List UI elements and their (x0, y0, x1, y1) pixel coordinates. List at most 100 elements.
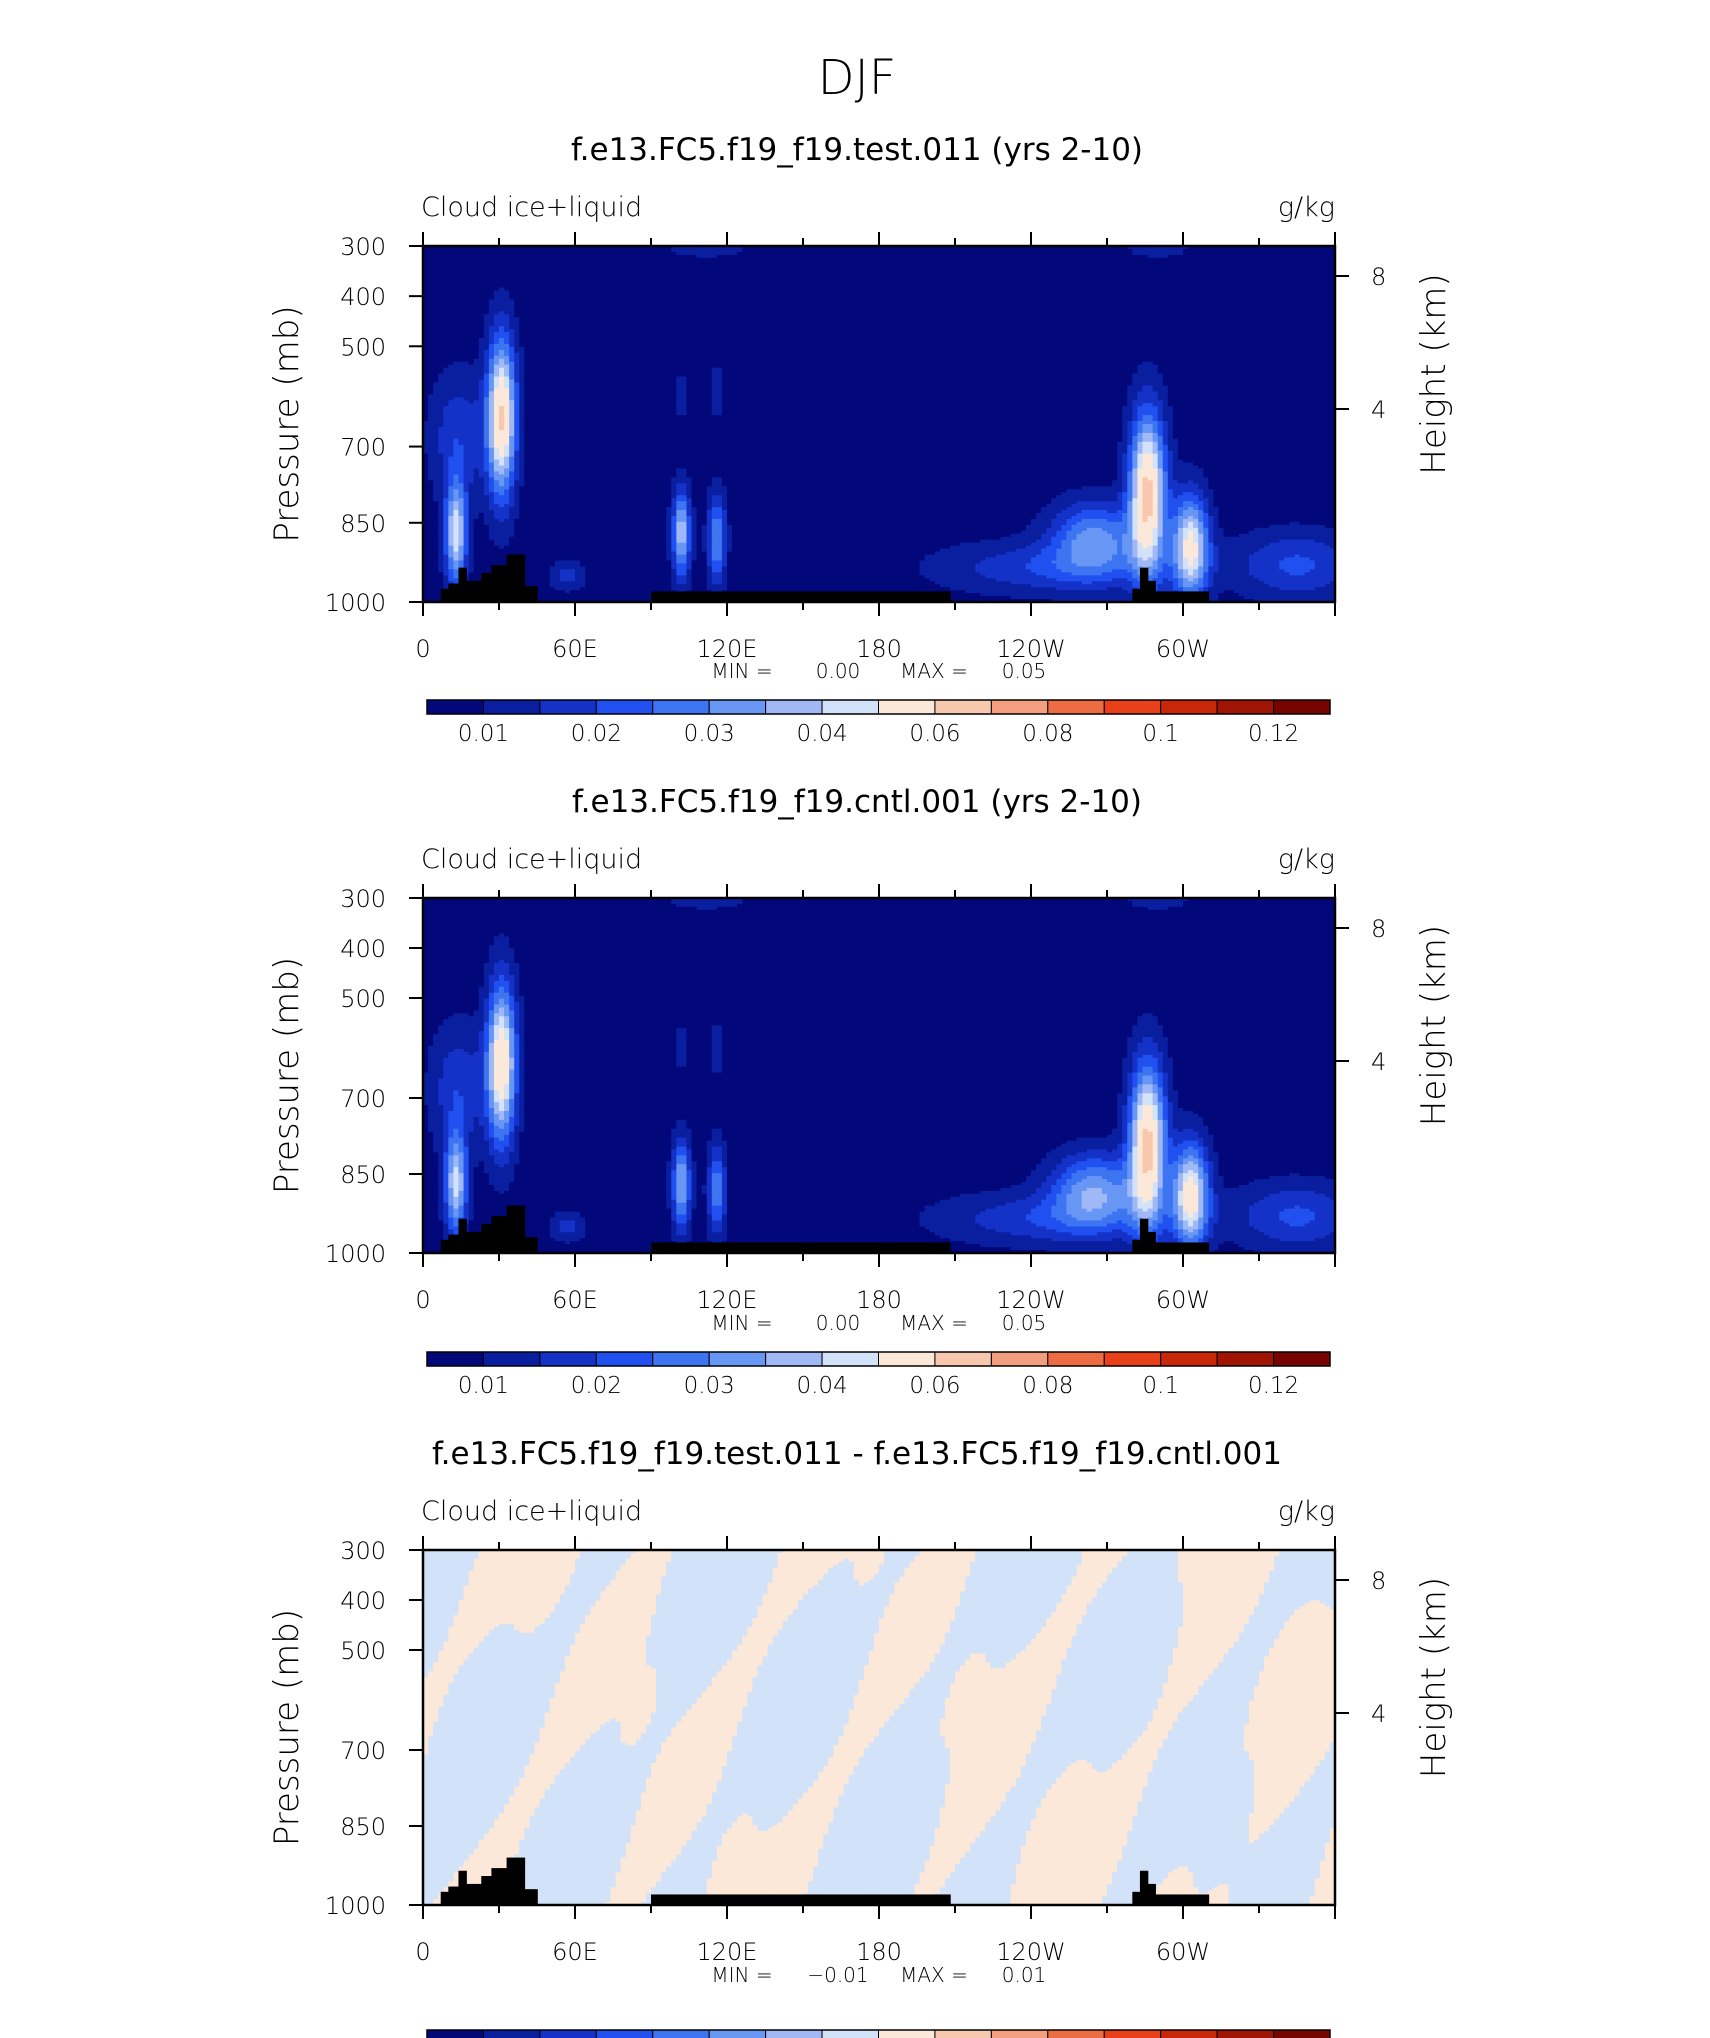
y-tick-label: 1000 (325, 589, 386, 617)
colorbar: 0.01 0.02 0.03 0.04 0.06 0.08 0.1 0.12 (426, 1351, 1331, 1399)
colorbar-swatch (1047, 1351, 1105, 1367)
panel-title: f.e13.FC5.f19_f19.test.011 (yrs 2-10) (571, 132, 1143, 168)
colorbar-swatch (1047, 699, 1105, 715)
y-tick-label: 850 (340, 1161, 386, 1189)
min-label: MIN = (711, 1311, 772, 1335)
y-axis: 300 400 500 700 850 1000 Pressure (mb) (267, 1537, 423, 1920)
y-tick-label: 1000 (325, 1892, 386, 1920)
colorbar-swatch (990, 2029, 1049, 2038)
colorbar-swatch (878, 2029, 936, 2038)
x-axis: 0 60E 120E 180 120W 60W (415, 884, 1336, 1314)
y-axis-label: Pressure (mb) (267, 305, 307, 542)
variable-label: Cloud ice+liquid (421, 1496, 642, 1527)
units-label: g/kg (1278, 844, 1335, 875)
colorbar-swatch (934, 699, 992, 715)
colorbar-swatch (990, 1351, 1049, 1367)
y-tick-label: 500 (340, 1637, 386, 1665)
y-tick-label: 400 (340, 1587, 386, 1615)
y2-tick-label: 4 (1371, 1700, 1386, 1728)
x-tick-label: 180 (856, 635, 902, 663)
colorbar-swatch (595, 2029, 654, 2038)
colorbar-swatch (539, 699, 597, 715)
x-tick-label: 180 (856, 1938, 902, 1966)
colorbar-swatch (1047, 2029, 1105, 2038)
variable-label: Cloud ice+liquid (421, 844, 642, 875)
panel-2: f.e13.FC5.f19_f19.cntl.001 (yrs 2-10) Clo… (267, 784, 1454, 1399)
colorbar-swatch (1273, 2029, 1331, 2038)
panel-1: f.e13.FC5.f19_f19.test.011 (yrs 2-10) Clo… (267, 132, 1454, 747)
y-axis: 300 400 500 700 850 1000 Pressure (mb) (267, 885, 423, 1268)
min-value: 0.00 (816, 659, 861, 683)
topography-mask (440, 1205, 1210, 1253)
x-tick-label: 0 (415, 1286, 430, 1314)
x-axis: 0 60E 120E 180 120W 60W (415, 232, 1336, 663)
min-label: MIN = (711, 1963, 772, 1987)
y2-axis-label: Height (km) (1414, 273, 1454, 474)
y-axis: 300 400 500 700 850 1000 Pressure (mb) (267, 233, 423, 617)
colorbar-swatch (1273, 1351, 1331, 1367)
colorbar-swatch (482, 2029, 541, 2038)
units-label: g/kg (1278, 192, 1335, 223)
colorbar-swatch (1103, 2029, 1162, 2038)
colorbar-label: 0.08 (1022, 721, 1073, 747)
y-tick-label: 500 (340, 985, 386, 1013)
y2-axis: 8 4 Height (km) (1335, 1567, 1454, 1778)
x-tick-label: 60E (552, 1286, 598, 1314)
y2-axis-label: Height (km) (1414, 925, 1454, 1126)
y2-tick-label: 8 (1371, 915, 1386, 943)
colorbar-swatch (934, 1351, 992, 1367)
colorbar-swatch (1216, 699, 1275, 715)
y-axis-label: Pressure (mb) (267, 957, 307, 1194)
x-tick-label: 0 (415, 1938, 430, 1966)
colorbar-swatch (595, 1351, 654, 1367)
colorbar-swatch (765, 1351, 823, 1367)
max-label: MAX = (900, 1963, 968, 1987)
colorbar-swatch (821, 1351, 879, 1367)
max-value: 0.05 (1002, 659, 1047, 683)
y-tick-label: 400 (340, 283, 386, 311)
colorbar-swatch (426, 699, 484, 715)
y-tick-label: 500 (340, 333, 386, 361)
colorbar-label: 0.06 (909, 1373, 960, 1399)
colorbar-label: 0.06 (909, 721, 960, 747)
min-value: 0.00 (816, 1311, 861, 1335)
colorbar-swatch (765, 2029, 823, 2038)
x-tick-label: 120W (996, 1938, 1066, 1966)
colorbar-label: 0.03 (684, 1373, 735, 1399)
y-tick-label: 850 (340, 1813, 386, 1841)
colorbar-swatch (1216, 2029, 1275, 2038)
colorbar-swatch (765, 699, 823, 715)
variable-label: Cloud ice+liquid (421, 192, 642, 223)
x-tick-label: 120E (697, 1938, 758, 1966)
colorbar-label: 0.01 (458, 721, 509, 747)
x-tick-label: 120E (697, 635, 758, 663)
colorbar-label: 0.04 (796, 721, 847, 747)
colorbar-label: 0.12 (1248, 721, 1299, 747)
colorbar-swatch (539, 2029, 597, 2038)
colorbar-swatch (878, 699, 936, 715)
colorbar-swatch (1216, 1351, 1275, 1367)
y2-tick-label: 8 (1371, 263, 1386, 291)
colorbar-label: 0.01 (458, 1373, 509, 1399)
colorbar-swatch (708, 2029, 767, 2038)
units-label: g/kg (1278, 1496, 1335, 1527)
max-value: 0.01 (1002, 1963, 1047, 1987)
panel-title: f.e13.FC5.f19_f19.test.011 - f.e13.FC5.f… (432, 1436, 1282, 1472)
colorbar-swatch (595, 699, 654, 715)
colorbar-swatch (990, 699, 1049, 715)
y2-axis: 8 4 Height (km) (1335, 915, 1454, 1126)
y2-axis-label: Height (km) (1414, 1577, 1454, 1778)
colorbar-label: 0.02 (571, 721, 622, 747)
topography-mask (440, 1857, 1210, 1905)
topography-mask (440, 554, 1210, 602)
y-tick-label: 300 (340, 233, 386, 261)
y2-axis: 8 4 Height (km) (1335, 263, 1454, 475)
y-tick-label: 850 (340, 510, 386, 538)
colorbar-label: 0.08 (1022, 1373, 1073, 1399)
x-tick-label: 60E (552, 635, 598, 663)
x-tick-label: 60W (1156, 1286, 1210, 1314)
colorbar-swatch (652, 2029, 710, 2038)
x-tick-label: 60E (552, 1938, 598, 1966)
